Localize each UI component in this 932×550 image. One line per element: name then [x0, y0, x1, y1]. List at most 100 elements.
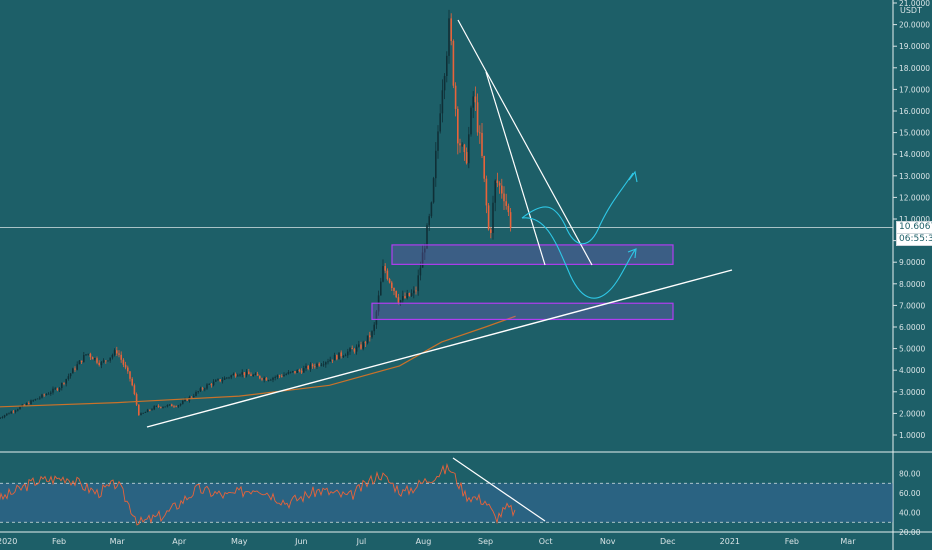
candle-body: [463, 144, 466, 153]
y-tick-label: 5.0000: [899, 345, 925, 354]
candle-body: [443, 76, 446, 91]
candle-body: [278, 375, 281, 377]
candle-body: [245, 371, 248, 376]
candle-body: [96, 358, 98, 363]
candle-body: [168, 404, 171, 406]
candle-body: [509, 212, 512, 229]
rsi-tick-label: 40.00: [899, 509, 921, 518]
candle-body: [450, 18, 452, 41]
y-tick-label: 20.0000: [899, 21, 930, 30]
candle-body: [215, 380, 217, 382]
candle-body: [285, 374, 287, 375]
candle-body: [219, 379, 221, 382]
candle-body: [241, 372, 243, 375]
candle-body: [333, 355, 336, 361]
rising-trendline: [146, 269, 733, 428]
candle-body: [250, 374, 252, 377]
candle-body: [259, 375, 261, 379]
candle-body: [52, 388, 54, 393]
candle-body: [289, 371, 292, 373]
candle-body: [36, 398, 39, 400]
candle-body: [320, 364, 323, 366]
candle-body: [173, 406, 175, 408]
y-tick-label: 12.0000: [899, 193, 930, 202]
x-tick-label: 2021: [720, 537, 740, 546]
candle-body: [19, 406, 21, 410]
candle-body: [83, 355, 85, 363]
candle-body: [505, 201, 507, 206]
candle-body: [432, 178, 435, 203]
candle-body: [261, 378, 263, 380]
candle-body: [153, 406, 155, 410]
candle-body: [124, 364, 127, 368]
candle-body: [507, 205, 510, 213]
candle-body: [305, 365, 307, 369]
candle-body: [410, 293, 413, 296]
moving-average-line: [0, 315, 516, 408]
candle-body: [276, 375, 279, 378]
projection-path-lower: [521, 217, 636, 299]
candle-body: [342, 356, 345, 357]
candle-body: [256, 373, 259, 376]
candle-body: [318, 363, 320, 366]
candle-body: [441, 90, 444, 114]
candle-body: [223, 377, 226, 380]
candle-body: [91, 357, 94, 360]
candle-body: [296, 370, 298, 373]
candle-body: [45, 394, 48, 396]
candle-body: [39, 397, 41, 399]
candle-body: [483, 155, 485, 179]
x-tick-label: Aug: [416, 537, 432, 546]
candle-body: [184, 399, 186, 402]
candle-body: [395, 290, 397, 298]
candle-body: [454, 85, 457, 109]
y-tick-label: 4.0000: [899, 366, 925, 375]
x-tick-label: Feb: [785, 537, 799, 546]
candle-body: [265, 377, 268, 381]
candle-body: [292, 371, 294, 372]
candle-body: [380, 281, 382, 296]
candle-body: [307, 365, 309, 370]
candle-body: [195, 392, 197, 396]
candle-body: [369, 335, 371, 338]
candle-body: [353, 349, 356, 352]
candle-body: [61, 383, 63, 389]
candle-body: [135, 394, 138, 405]
candle-body: [325, 362, 327, 365]
x-tick-label: Nov: [600, 537, 616, 546]
candle-body: [329, 359, 331, 362]
candle-body: [243, 372, 246, 376]
x-tick-label: Jun: [294, 537, 308, 546]
candle-body: [30, 400, 32, 405]
candle-body: [17, 409, 19, 411]
y-tick-label: 14.0000: [899, 150, 930, 159]
candle-body: [470, 107, 472, 135]
candle-body: [239, 374, 241, 376]
candle-body: [498, 183, 501, 186]
y-tick-label: 21.0000: [899, 0, 930, 8]
candle-body: [316, 363, 318, 367]
candle-body: [127, 367, 129, 372]
x-tick-label: May: [231, 537, 248, 546]
rsi-tick-label: 20.00: [899, 528, 921, 537]
candle-body: [107, 360, 109, 362]
candle-body: [388, 278, 391, 283]
candle-body: [109, 357, 111, 361]
candle-body: [157, 405, 160, 407]
candle-body: [415, 290, 417, 292]
projection-arrowhead-upper: [628, 170, 638, 183]
candle-body: [336, 355, 338, 360]
candle-body: [12, 411, 15, 413]
candle-body: [50, 392, 52, 394]
candle-body: [131, 378, 133, 386]
candle-body: [362, 342, 364, 349]
candle-body: [338, 352, 340, 360]
candle-body: [120, 354, 122, 360]
candle-body: [494, 180, 496, 203]
candle-body: [496, 180, 499, 184]
y-tick-label: 1.0000: [899, 431, 925, 440]
candle-body: [404, 296, 406, 299]
candle-body: [439, 113, 441, 132]
candle-body: [160, 406, 162, 408]
